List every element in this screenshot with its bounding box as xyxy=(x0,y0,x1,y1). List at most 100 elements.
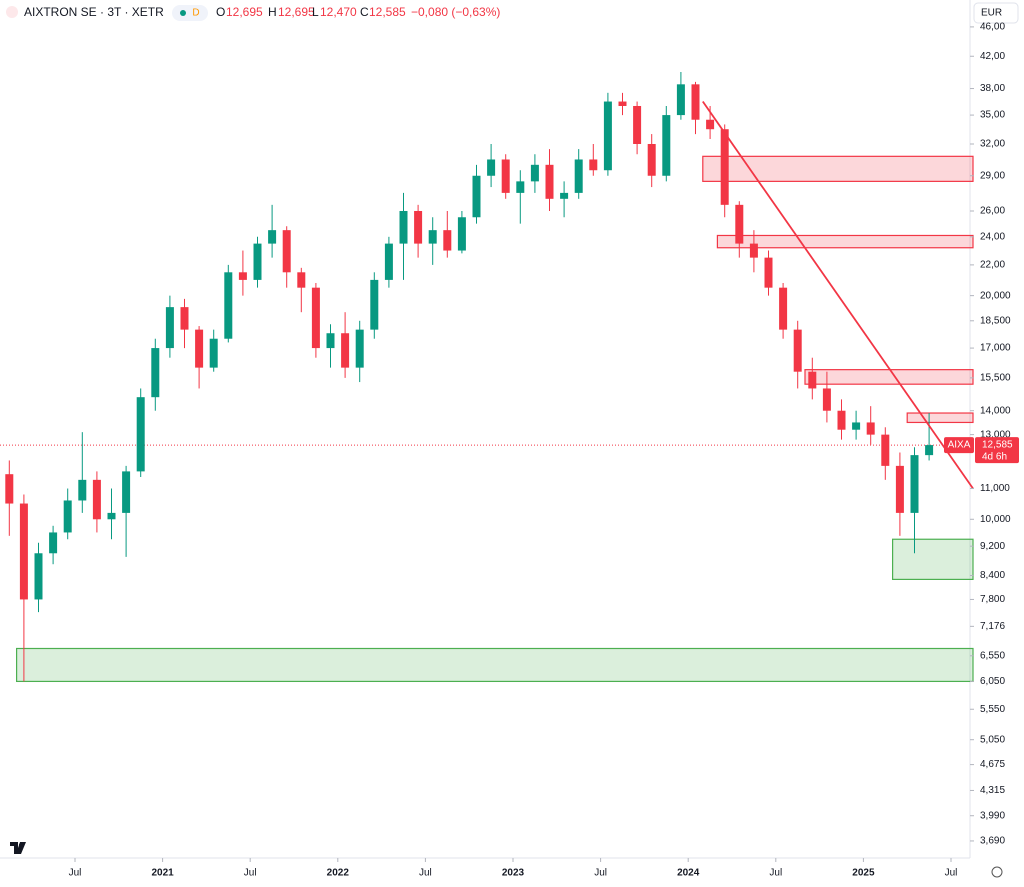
y-tick-label: 42,00 xyxy=(980,51,1005,62)
candle-body xyxy=(311,287,320,349)
candle-body xyxy=(92,479,101,520)
y-tick-label: 15,500 xyxy=(980,373,1011,384)
x-tick-label: 2021 xyxy=(151,868,174,879)
candle-body xyxy=(355,329,364,368)
candle-body xyxy=(691,84,700,120)
zone xyxy=(716,234,974,249)
candle-body xyxy=(530,164,539,182)
zone xyxy=(804,369,974,385)
candle-body xyxy=(253,243,262,280)
last-price-badge xyxy=(975,437,1019,464)
candle-body xyxy=(384,243,393,280)
candle-body xyxy=(107,512,116,520)
candle-body xyxy=(589,159,598,171)
candle-body xyxy=(822,388,831,411)
candle-body xyxy=(618,101,627,106)
x-tick-label: Jul xyxy=(769,868,782,879)
last-price-symbol: AIXA xyxy=(948,440,971,451)
legend: AIXTRON SE · 3T · XETR D O 12,695 H 12,6… xyxy=(6,5,500,21)
y-tick-label: 46,00 xyxy=(980,22,1005,33)
x-tick-label: 2022 xyxy=(327,868,350,879)
candle-body xyxy=(647,143,656,176)
candle-body xyxy=(881,434,890,466)
symbol[interactable]: AIXTRON SE · 3T · XETR xyxy=(24,5,164,19)
candle-body xyxy=(720,129,729,205)
candle-body xyxy=(749,243,758,258)
x-tick-label: 2025 xyxy=(852,868,875,879)
candle-body xyxy=(779,287,788,330)
candle-body xyxy=(633,105,642,144)
plot-area xyxy=(0,71,974,683)
x-tick-label: Jul xyxy=(419,868,432,879)
x-tick-label: Jul xyxy=(244,868,257,879)
y-tick-label: 6,550 xyxy=(980,650,1005,661)
low-value: 12,470 xyxy=(320,5,357,19)
candle-body xyxy=(282,230,291,273)
logo[interactable] xyxy=(10,842,26,854)
y-tick-label: 5,050 xyxy=(980,734,1005,745)
x-tick-label: Jul xyxy=(945,868,958,879)
status-pill xyxy=(172,5,208,21)
candle-body xyxy=(180,307,189,330)
logo-mark[interactable] xyxy=(10,842,26,854)
candle-body xyxy=(399,210,408,244)
candle-body xyxy=(560,192,569,199)
candle-body xyxy=(341,333,350,368)
y-tick-label: 3,690 xyxy=(980,836,1005,847)
y-tick-label: 4,315 xyxy=(980,785,1005,796)
candle-body xyxy=(326,333,335,349)
y-tick-label: 35,00 xyxy=(980,110,1005,121)
candle-body xyxy=(34,553,43,600)
candle-body xyxy=(165,307,174,349)
y-tick-label: 26,00 xyxy=(980,206,1005,217)
change: −0,080 (−0,63%) xyxy=(411,5,500,19)
high-label: H xyxy=(268,5,277,19)
candle-body xyxy=(662,115,671,176)
close-label: C xyxy=(360,5,369,19)
currency[interactable]: EUR xyxy=(981,8,1002,19)
currency-button[interactable] xyxy=(973,2,1019,24)
candle-body xyxy=(793,329,802,372)
y-tick-label: 20,000 xyxy=(980,290,1011,301)
status-dot xyxy=(180,10,186,16)
open-label: O xyxy=(216,5,225,19)
candle-body xyxy=(472,175,481,218)
candle-body xyxy=(428,230,437,244)
candle-body xyxy=(910,455,919,513)
open-value: 12,695 xyxy=(226,5,263,19)
candle-body xyxy=(457,217,466,251)
y-tick-label: 9,200 xyxy=(980,541,1005,552)
y-tick-label: 5,550 xyxy=(980,704,1005,715)
candle-body xyxy=(195,329,204,368)
x-tick-label: 2023 xyxy=(502,868,525,879)
settings-icon[interactable] xyxy=(991,866,1003,878)
candle-body xyxy=(414,210,423,244)
y-tick-label: 17,000 xyxy=(980,343,1011,354)
low-label: L xyxy=(312,5,319,19)
y-tick-label: 6,050 xyxy=(980,676,1005,687)
y-tick-label: 14,000 xyxy=(980,405,1011,416)
candle-body xyxy=(735,204,744,244)
y-tick-label: 32,00 xyxy=(980,139,1005,150)
y-tick-label: 10,000 xyxy=(980,514,1011,525)
candle-body xyxy=(866,422,875,435)
zone xyxy=(702,155,974,182)
logo-dot xyxy=(19,843,23,847)
candle-body xyxy=(895,465,904,513)
candle-body xyxy=(224,272,233,339)
y-tick-label: 38,00 xyxy=(980,83,1005,94)
y-tick-label: 8,400 xyxy=(980,570,1005,581)
candle-body xyxy=(808,371,817,389)
last-price-label: 12,585 xyxy=(982,440,1013,451)
last-price-symbol-bg xyxy=(944,437,974,454)
candle-body xyxy=(136,397,145,472)
candle-body xyxy=(209,338,218,368)
candle-body xyxy=(443,230,452,251)
y-tick-label: 24,00 xyxy=(980,231,1005,242)
zone xyxy=(16,647,974,683)
high-value: 12,695 xyxy=(278,5,315,19)
session-badge: D xyxy=(192,8,199,19)
x-tick-label: 2024 xyxy=(677,868,700,879)
candle-body xyxy=(370,279,379,330)
candle-body xyxy=(574,159,583,193)
